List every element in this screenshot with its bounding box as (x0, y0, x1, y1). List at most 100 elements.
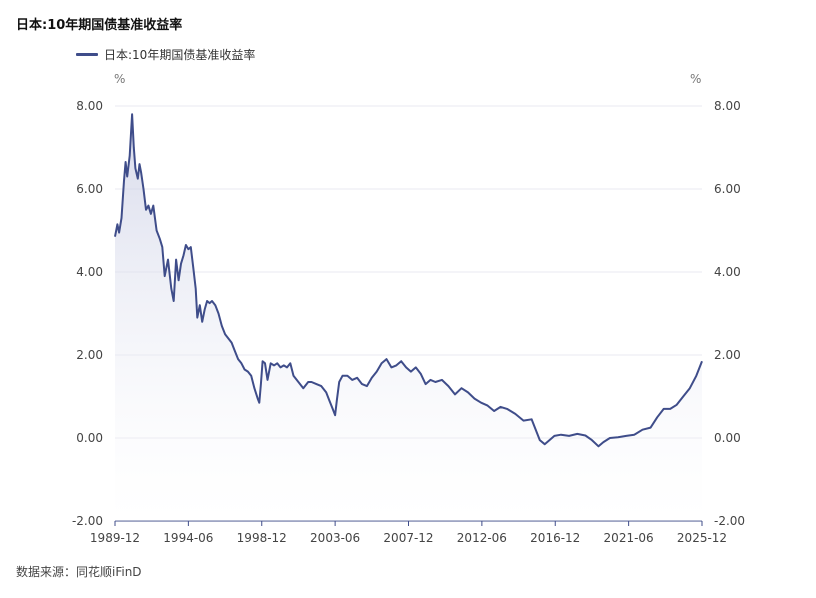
x-tick-label: 2021-06 (604, 531, 654, 545)
x-tick-label: 2016-12 (530, 531, 580, 545)
data-point (467, 391, 469, 393)
data-point (214, 304, 216, 306)
x-tick-label: 1989-12 (90, 531, 140, 545)
data-point (114, 236, 116, 238)
data-point (156, 230, 158, 232)
y-tick-label-left: -2.00 (72, 514, 103, 528)
data-point (195, 288, 197, 290)
data-point (656, 416, 658, 418)
data-point (544, 443, 546, 445)
data-point (514, 413, 516, 415)
data-point (493, 410, 495, 412)
y-axis-right: 8.00 6.00 4.00 2.00 0.00 -2.00 (714, 99, 745, 528)
data-point (441, 379, 443, 381)
data-point (425, 383, 427, 385)
data-point (342, 375, 344, 377)
data-point (125, 161, 127, 163)
data-point (539, 439, 541, 441)
data-point (260, 383, 262, 385)
data-point (405, 366, 407, 368)
data-point (253, 387, 255, 389)
data-point (164, 275, 166, 277)
data-point (221, 325, 223, 327)
y-tick-label-right: 0.00 (714, 431, 741, 445)
data-point (320, 385, 322, 387)
data-point (137, 178, 139, 180)
legend[interactable]: 日本:10年期国债基准收益率 (76, 46, 255, 63)
data-point (307, 381, 309, 383)
data-point (118, 232, 120, 234)
data-point (123, 180, 125, 182)
data-point (390, 366, 392, 368)
data-point (286, 366, 288, 368)
y-axis-unit-right: % (690, 72, 702, 86)
x-tick-label: 1998-12 (237, 531, 287, 545)
data-point (297, 381, 299, 383)
data-point (190, 246, 192, 248)
data-point (361, 383, 363, 385)
data-point (487, 405, 489, 407)
data-point (338, 381, 340, 383)
data-point (633, 434, 635, 436)
data-point (152, 205, 154, 207)
y-tick-label-right: 8.00 (714, 99, 741, 113)
data-point (161, 246, 163, 248)
y-tick-label-left: 0.00 (76, 431, 103, 445)
data-point (500, 406, 502, 408)
data-point (334, 414, 336, 416)
data-point (116, 223, 118, 225)
data-point (173, 300, 175, 302)
data-point (454, 393, 456, 395)
data-point (293, 375, 295, 377)
data-point (218, 313, 220, 315)
data-point (689, 387, 691, 389)
data-point (625, 435, 627, 437)
data-point (560, 434, 562, 436)
data-point (568, 435, 570, 437)
data-point (267, 379, 269, 381)
data-point (129, 155, 131, 157)
data-point (234, 350, 236, 352)
data-point (280, 366, 282, 368)
data-point (183, 254, 185, 256)
data-point (415, 366, 417, 368)
data-point (247, 371, 249, 373)
x-tick-label: 1994-06 (163, 531, 213, 545)
data-point (553, 435, 555, 437)
data-point (283, 364, 285, 366)
data-point (474, 398, 476, 400)
chart-title: 日本:10年期国债基准收益率 (16, 18, 183, 33)
y-tick-label-left: 6.00 (76, 182, 103, 196)
data-point (523, 420, 525, 422)
data-point (315, 383, 317, 385)
data-point (199, 304, 201, 306)
data-point (192, 267, 194, 269)
data-point (328, 400, 330, 402)
y-tick-label-left: 4.00 (76, 265, 103, 279)
data-point (231, 342, 233, 344)
data-point (273, 364, 275, 366)
data-point (196, 317, 198, 319)
data-point (170, 288, 172, 290)
y-axis-left: 8.00 6.00 4.00 2.00 0.00 -2.00 (72, 99, 103, 528)
data-point (311, 381, 313, 383)
data-point (584, 435, 586, 437)
y-tick-label-left: 8.00 (76, 99, 103, 113)
data-point (602, 441, 604, 443)
data-point (209, 302, 211, 304)
data-point (175, 259, 177, 261)
data-point (250, 375, 252, 377)
data-point (140, 171, 142, 173)
data-point (676, 404, 678, 406)
data-point (609, 437, 611, 439)
data-point (178, 279, 180, 281)
x-tick-label: 2007-12 (383, 531, 433, 545)
y-tick-label-right: 6.00 (714, 182, 741, 196)
data-point (434, 381, 436, 383)
data-point (289, 362, 291, 364)
data-point (145, 209, 147, 211)
data-point (400, 360, 402, 362)
series-line[interactable] (114, 113, 703, 448)
data-point (410, 371, 412, 373)
